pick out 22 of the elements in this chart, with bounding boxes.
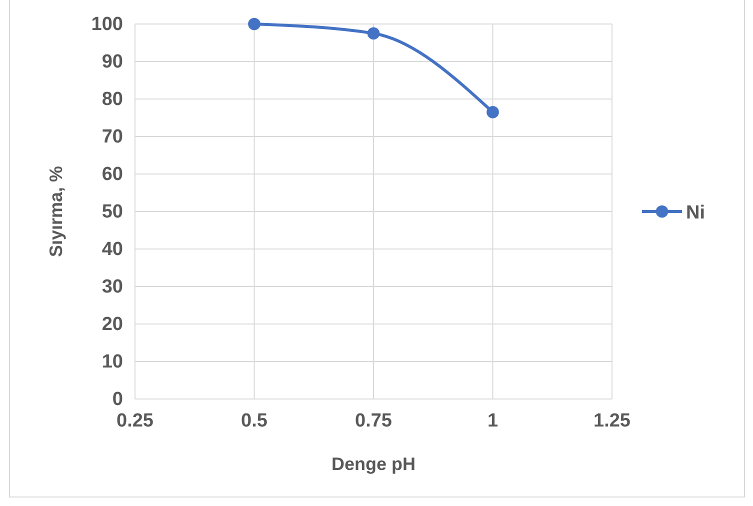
y-tick-label: 100 [91,14,123,36]
legend-label: Ni [686,202,705,224]
y-axis-title: Sıyırma, % [46,166,66,258]
x-axis-title: Denge pH [331,454,416,474]
y-tick-label: 30 [102,276,123,298]
x-tick-label: 1.25 [594,410,631,432]
y-tick-label: 60 [102,164,123,186]
y-tick-label: 0 [112,389,123,410]
y-tick-label: 70 [102,126,123,148]
y-tick-label: 90 [102,52,123,73]
y-tick-label: 50 [102,202,123,223]
point [367,27,380,40]
x-tick-label: 0.75 [355,410,392,432]
x-tick-label: 0.25 [116,410,154,432]
y-tick-label: 20 [102,314,123,336]
x-tick-label: 0.5 [241,410,268,432]
x-tick-label: 1 [487,410,498,432]
point [486,106,499,118]
y-tick-label: 10 [102,352,123,373]
y-tick-label: 40 [102,239,123,260]
y-tick-label: 80 [102,89,123,110]
point [248,18,260,30]
